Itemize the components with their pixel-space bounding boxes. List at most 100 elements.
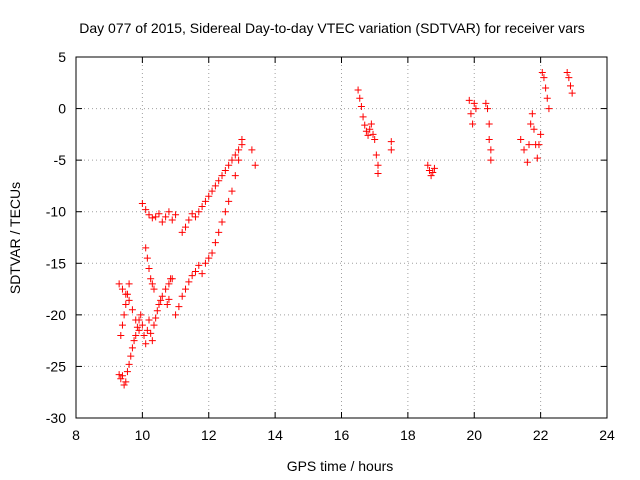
- data-point: [545, 105, 553, 113]
- data-point: [228, 187, 236, 195]
- data-point: [251, 161, 259, 169]
- data-point: [487, 146, 495, 154]
- data-point: [218, 172, 226, 180]
- data-point: [201, 197, 209, 205]
- data-point: [142, 244, 150, 252]
- data-point: [235, 146, 243, 154]
- data-point: [133, 323, 141, 331]
- x-tick-label: 20: [466, 427, 482, 443]
- y-tick-label: -25: [46, 358, 66, 374]
- data-point: [208, 249, 216, 257]
- data-point: [135, 326, 143, 334]
- data-point: [162, 213, 170, 221]
- data-point: [125, 280, 133, 288]
- data-point: [118, 321, 126, 329]
- data-point: [248, 146, 256, 154]
- data-point: [215, 177, 223, 185]
- x-tick-label: 24: [599, 427, 615, 443]
- data-point: [484, 105, 492, 113]
- data-point: [127, 352, 135, 360]
- data-point: [143, 326, 151, 334]
- data-point: [185, 278, 193, 286]
- data-point: [157, 296, 165, 304]
- y-axis-label: SDTVAR / TECUs: [7, 182, 23, 294]
- data-point: [231, 172, 239, 180]
- data-point: [123, 368, 131, 376]
- data-point: [118, 372, 126, 380]
- data-point: [482, 99, 490, 107]
- axis-ticks: 8 10 12 14 16 18 20 22 24 5 0 -5 -10 -15 -20 -25 -30: [46, 49, 615, 443]
- x-tick-label: 8: [72, 427, 80, 443]
- data-point: [178, 292, 186, 300]
- data-point: [140, 331, 148, 339]
- data-point: [148, 214, 156, 222]
- data-point: [148, 337, 156, 345]
- data-point: [540, 74, 548, 82]
- data-point: [357, 103, 365, 111]
- data-point: [535, 141, 543, 149]
- data-point: [563, 68, 571, 76]
- data-point: [465, 96, 473, 104]
- data-point: [374, 161, 382, 169]
- data-point: [487, 156, 495, 164]
- data-point: [168, 216, 176, 224]
- data-point: [142, 206, 150, 214]
- data-point: [523, 158, 531, 166]
- y-tick-label: 5: [58, 49, 66, 65]
- data-point: [369, 130, 377, 138]
- data-point: [191, 213, 199, 221]
- data-point: [367, 120, 375, 128]
- data-point: [155, 301, 163, 309]
- data-point: [195, 208, 203, 216]
- data-point: [543, 94, 551, 102]
- data-point: [117, 375, 125, 383]
- data-point: [225, 161, 233, 169]
- data-point: [533, 154, 541, 162]
- data-point: [215, 228, 223, 236]
- data-point: [424, 161, 432, 169]
- data-point: [198, 270, 206, 278]
- data-points: [115, 68, 576, 389]
- data-point: [188, 272, 196, 280]
- data-point: [372, 151, 380, 159]
- data-point: [467, 110, 475, 118]
- data-point: [163, 301, 171, 309]
- data-point: [158, 292, 166, 300]
- x-tick-label: 12: [201, 427, 217, 443]
- data-point: [122, 378, 130, 386]
- data-point: [228, 156, 236, 164]
- data-point: [195, 261, 203, 269]
- data-point: [150, 321, 158, 329]
- x-tick-label: 16: [334, 427, 350, 443]
- data-point: [165, 280, 173, 288]
- data-point: [172, 311, 180, 319]
- data-point: [485, 120, 493, 128]
- data-point: [221, 166, 229, 174]
- data-point: [430, 164, 438, 172]
- data-point: [142, 340, 150, 348]
- data-point: [211, 182, 219, 190]
- data-point: [537, 130, 545, 138]
- data-point: [218, 218, 226, 226]
- y-tick-label: -20: [46, 307, 66, 323]
- data-point: [225, 197, 233, 205]
- data-point: [115, 280, 123, 288]
- data-point: [472, 105, 480, 113]
- data-point: [356, 94, 364, 102]
- data-point: [182, 223, 190, 231]
- data-point: [427, 172, 435, 180]
- data-point: [128, 344, 136, 352]
- data-point: [221, 208, 229, 216]
- data-point: [148, 280, 156, 288]
- data-point: [520, 146, 528, 154]
- data-point: [178, 228, 186, 236]
- y-tick-label: -10: [46, 204, 66, 220]
- data-point: [211, 239, 219, 247]
- data-point: [566, 82, 574, 90]
- data-point: [198, 203, 206, 211]
- data-point: [138, 321, 146, 329]
- data-point: [130, 337, 138, 345]
- data-point: [117, 331, 125, 339]
- data-point: [152, 213, 160, 221]
